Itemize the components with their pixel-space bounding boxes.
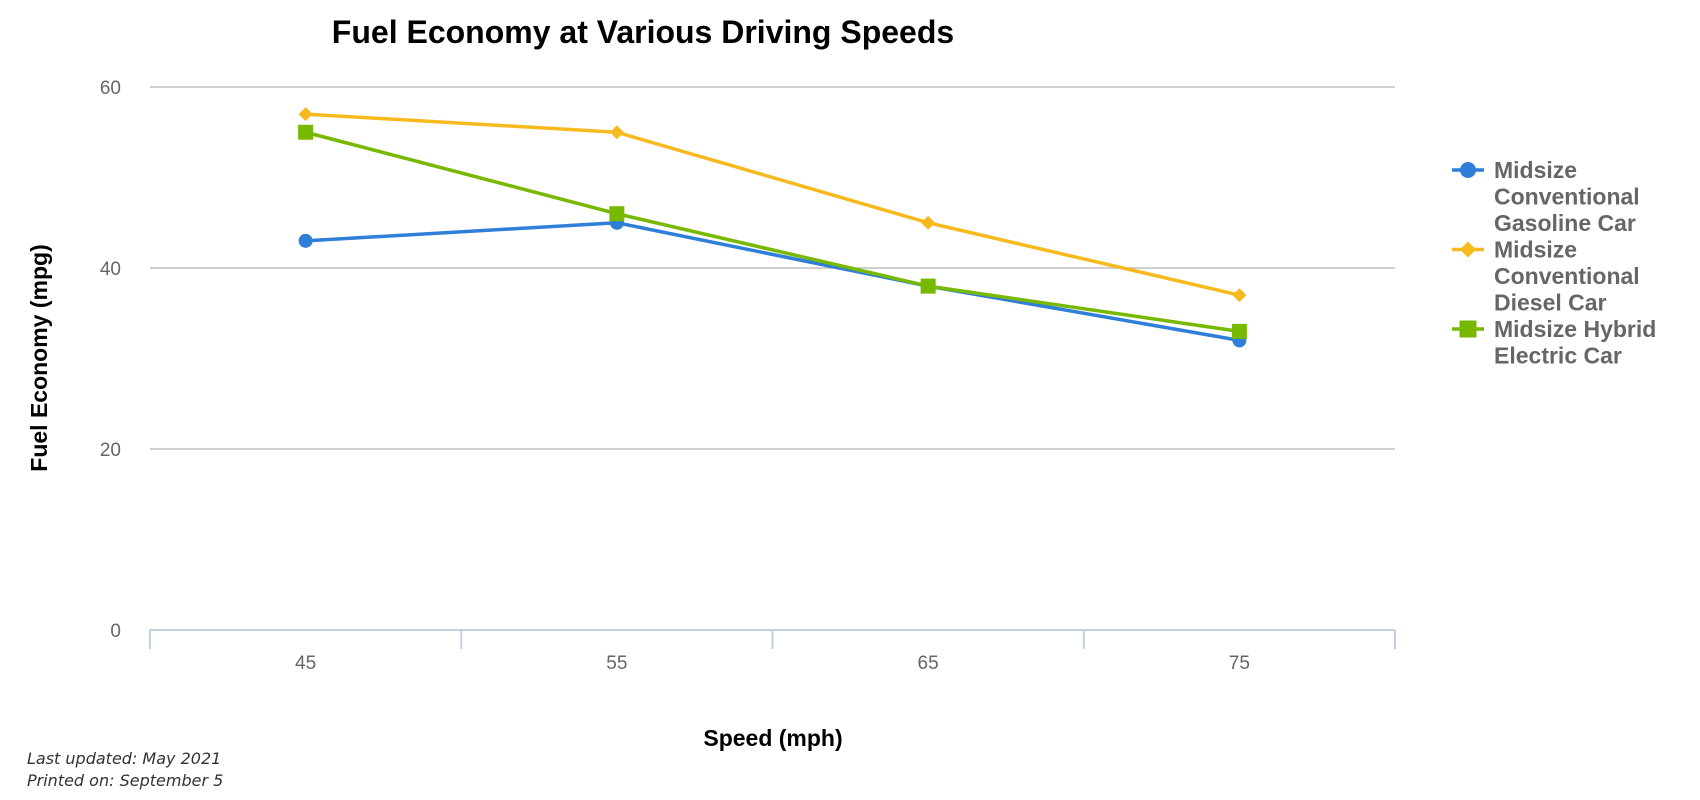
data-point: [1231, 323, 1247, 339]
legend-item-3[interactable]: Midsize Hybrid Electric Car: [1452, 316, 1656, 369]
series-line: [305, 221, 1240, 343]
x-tick-label: 55: [606, 653, 627, 674]
y-tick-label: 40: [100, 259, 121, 280]
footnote-printed-on: Printed on: September 5: [27, 771, 224, 790]
footnote-last-updated: Last updated: May 2021: [27, 749, 222, 768]
series-3: [298, 124, 1247, 339]
x-axis: 45 55 65 75: [149, 629, 1396, 674]
data-point: [920, 278, 936, 294]
y-tick-label: 60: [100, 78, 121, 99]
x-tick-label: 75: [1229, 653, 1250, 674]
legend-label: Midsize Conventional Diesel Car: [1494, 237, 1640, 316]
y-axis-title: Fuel Economy (mpg): [26, 244, 52, 471]
legend-label-line: Midsize: [1494, 157, 1577, 183]
gridlines: [150, 86, 1395, 450]
legend-label: Midsize Hybrid Electric Car: [1494, 316, 1656, 369]
legend-label-line: Midsize: [1494, 237, 1577, 263]
data-point: [609, 125, 624, 140]
legend-label-line: Conventional: [1494, 184, 1640, 210]
series-layer: [298, 107, 1247, 348]
data-point: [1460, 241, 1476, 258]
data-point: [1460, 162, 1476, 178]
data-point: [921, 215, 936, 230]
y-axis-ticks: 0 20 40 60: [100, 78, 121, 642]
data-point: [1232, 288, 1247, 303]
data-point: [1459, 320, 1477, 338]
legend-label-line: Midsize Hybrid: [1494, 316, 1656, 342]
data-point: [298, 107, 313, 122]
legend-label-line: Diesel Car: [1494, 290, 1607, 316]
series-line: [305, 130, 1240, 334]
y-tick-label: 20: [100, 440, 121, 461]
data-point: [298, 124, 314, 140]
legend-label-line: Conventional: [1494, 263, 1640, 289]
series-1: [298, 215, 1247, 348]
x-axis-title: Speed (mph): [703, 725, 842, 751]
data-point: [298, 233, 313, 248]
x-tick-label: 45: [295, 653, 316, 674]
data-point: [609, 206, 625, 222]
legend-item-2[interactable]: Midsize Conventional Diesel Car: [1452, 237, 1640, 316]
legend-label-line: Gasoline Car: [1494, 210, 1636, 236]
legend-item-1[interactable]: Midsize Conventional Gasoline Car: [1452, 157, 1640, 236]
series-2: [298, 107, 1247, 303]
series-line: [305, 112, 1240, 297]
x-tick-label: 65: [918, 653, 939, 674]
legend-label: Midsize Conventional Gasoline Car: [1494, 157, 1640, 236]
legend-label-line: Electric Car: [1494, 343, 1622, 369]
y-tick-label: 0: [110, 621, 121, 642]
chart-title: Fuel Economy at Various Driving Speeds: [332, 14, 954, 50]
